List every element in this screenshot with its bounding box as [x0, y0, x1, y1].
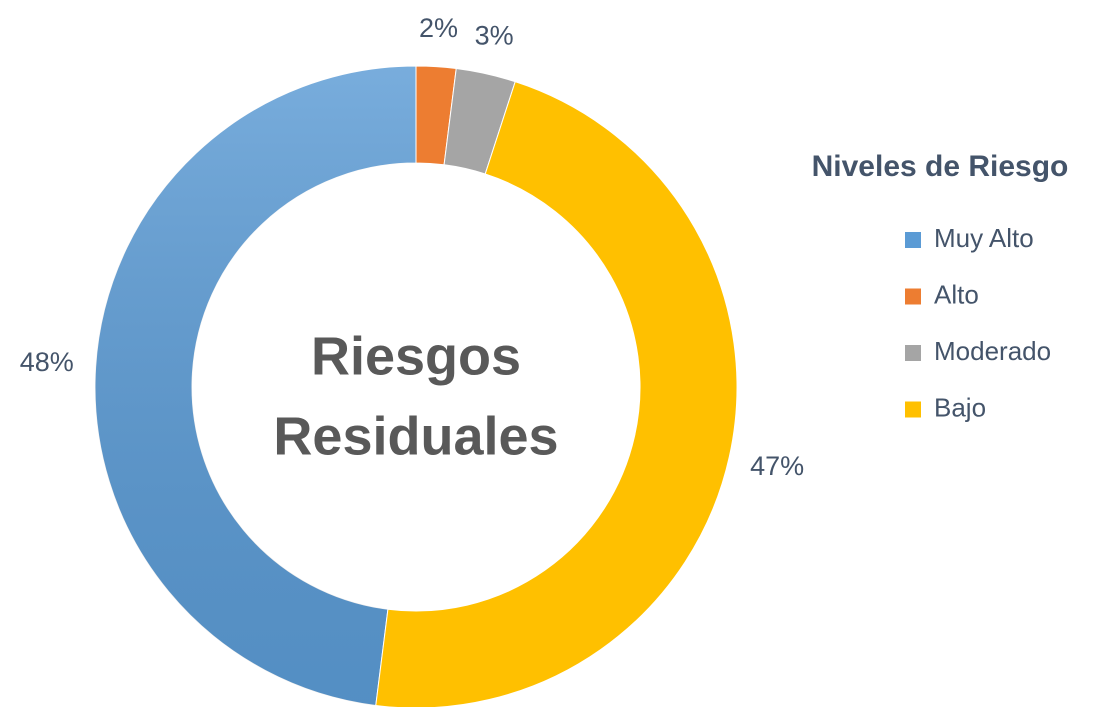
legend-label: Muy Alto [934, 223, 1034, 253]
legend-swatch [905, 232, 921, 248]
data-label: 47% [750, 451, 804, 481]
legend-label: Moderado [934, 336, 1051, 366]
center-label: Residuales [273, 406, 558, 466]
data-label: 2% [419, 13, 458, 43]
legend-swatch [905, 401, 921, 418]
legend-swatch [905, 288, 921, 305]
data-label: 48% [20, 347, 74, 377]
legend-title: Niveles de Riesgo [812, 150, 1069, 183]
center-label: Riesgos [311, 326, 521, 386]
legend-swatch [905, 345, 921, 361]
legend-label: Alto [934, 279, 979, 309]
donut-segment [375, 81, 738, 707]
legend-label: Bajo [934, 392, 986, 422]
data-label: 3% [475, 21, 514, 51]
